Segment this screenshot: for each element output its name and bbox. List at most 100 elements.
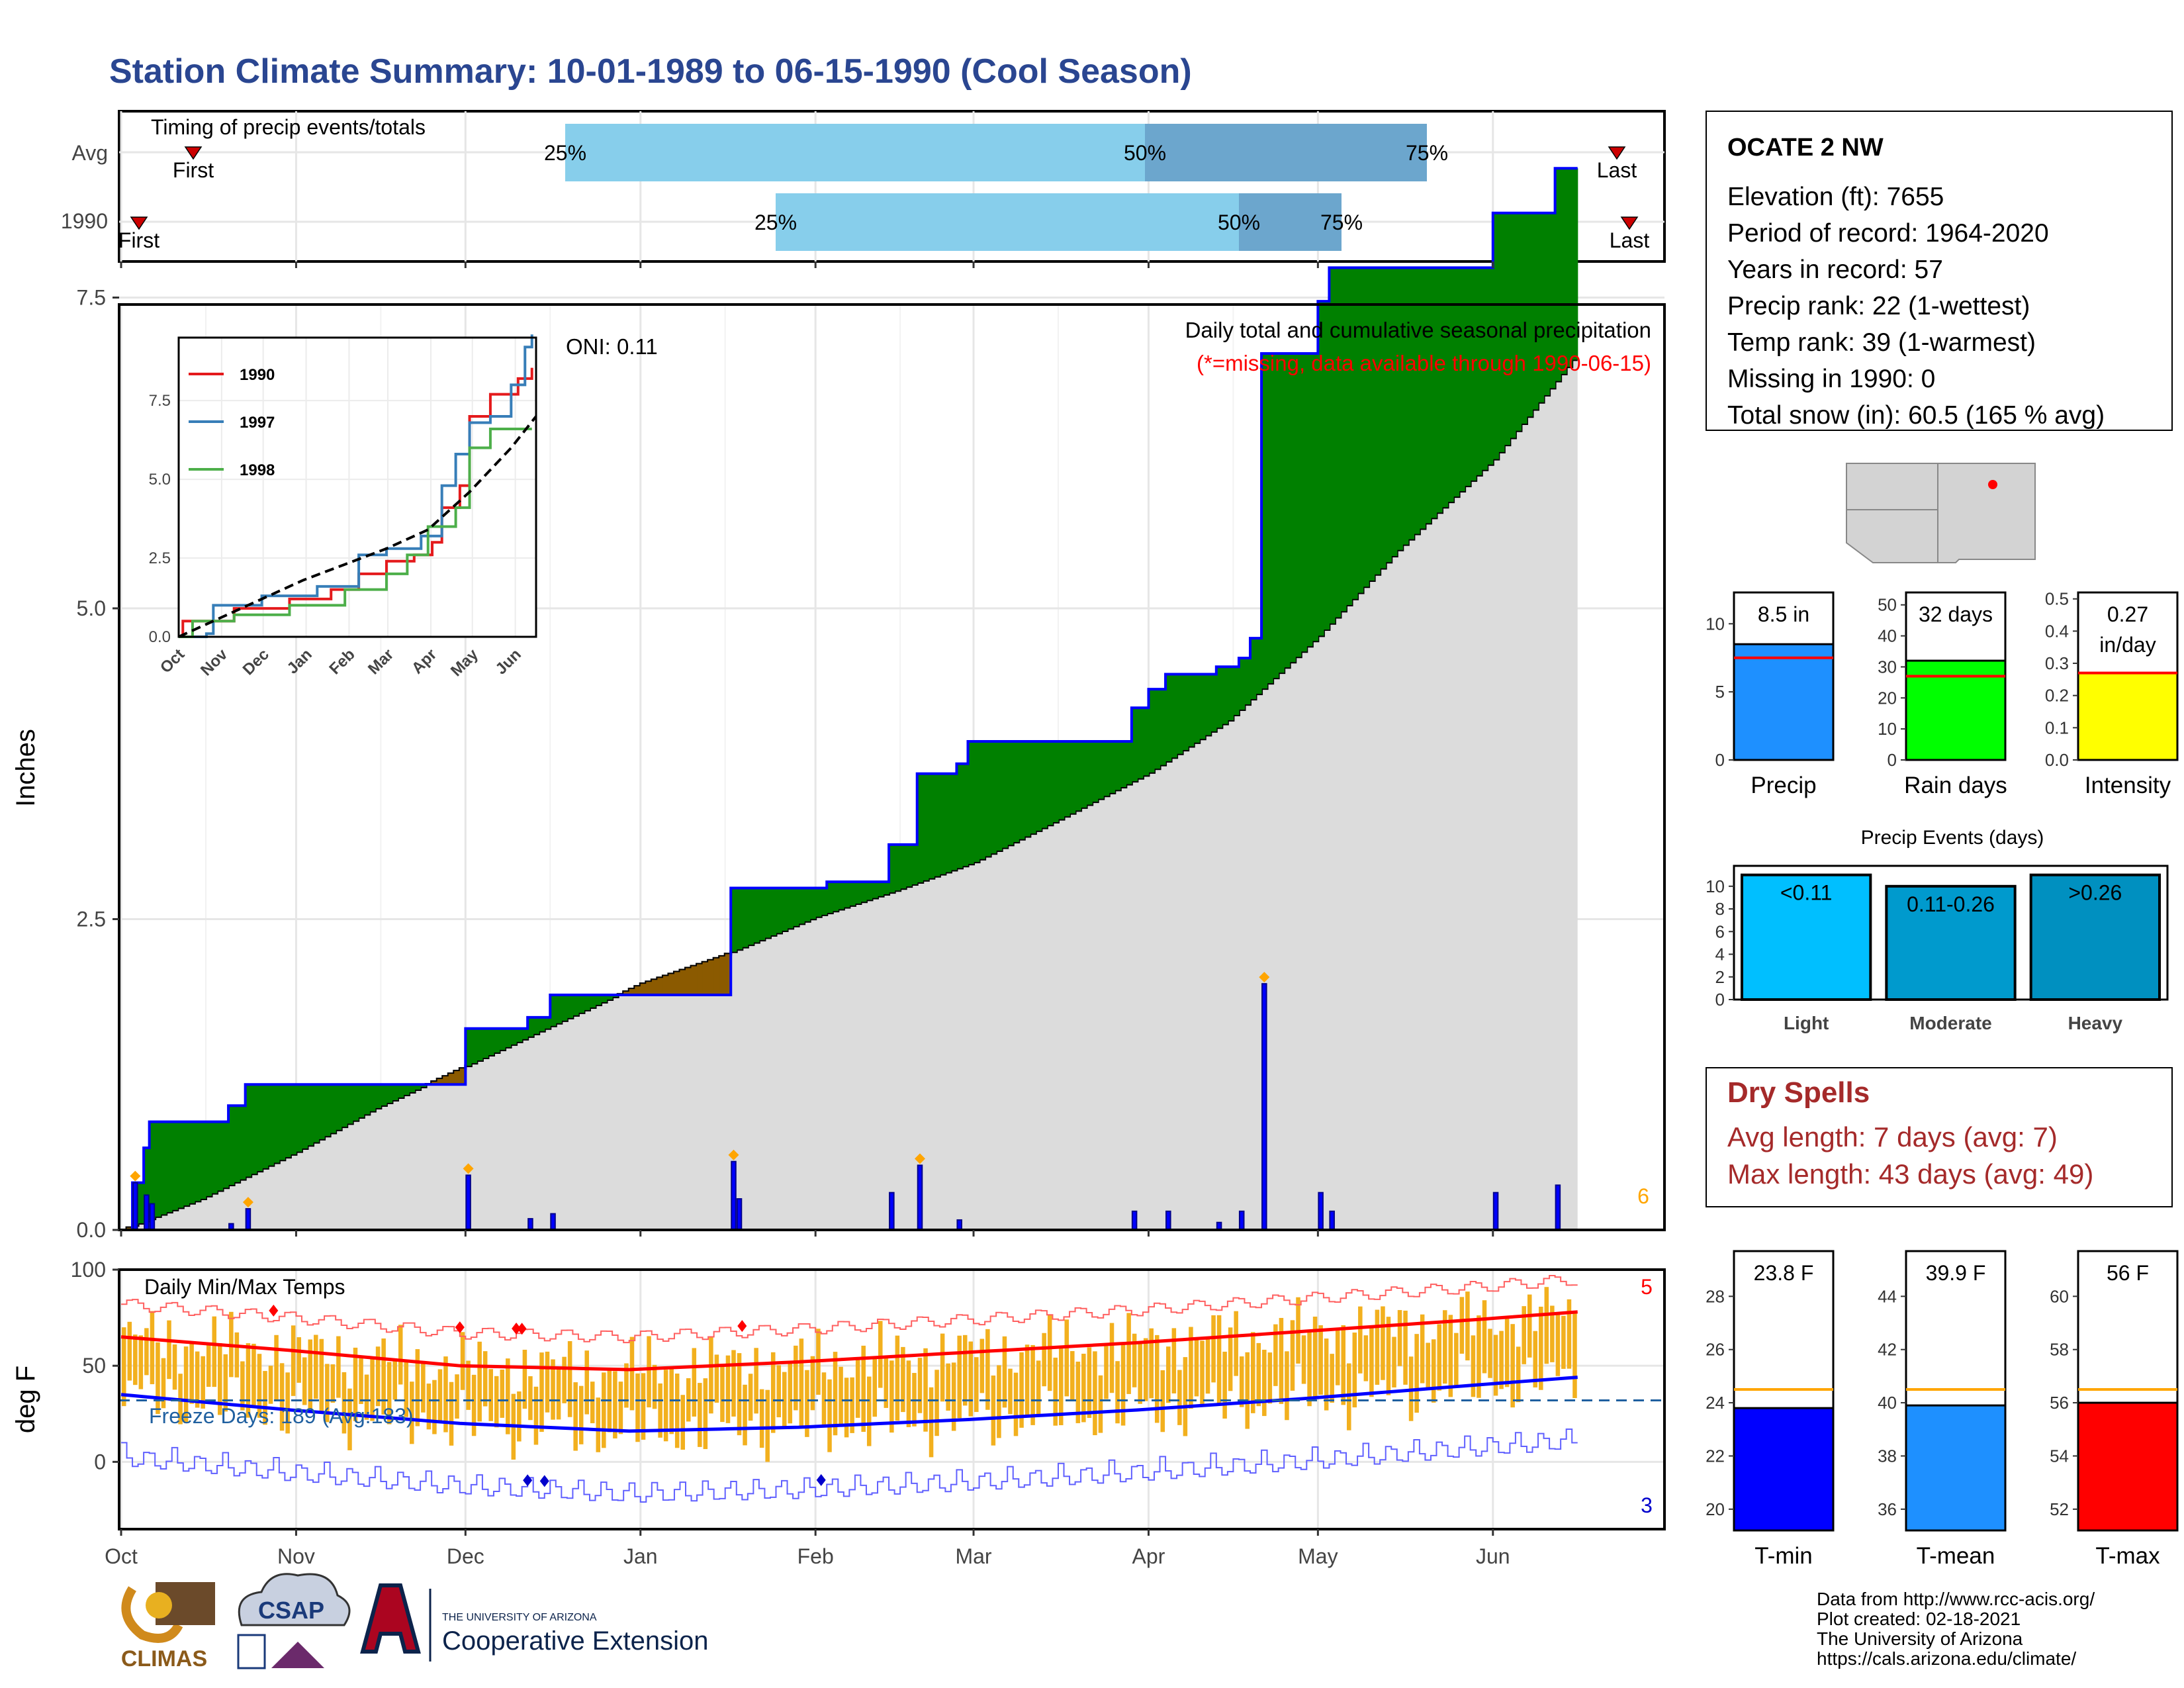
daily-temp-bar bbox=[962, 1335, 968, 1406]
daily-temp-bar bbox=[1070, 1351, 1075, 1400]
below-average-fill bbox=[651, 980, 658, 996]
above-average-fill bbox=[1193, 674, 1200, 743]
above-average-fill bbox=[731, 888, 737, 952]
y-tick-label: 0.1 bbox=[2045, 718, 2069, 737]
above-average-fill bbox=[1481, 267, 1488, 470]
below-average-fill bbox=[629, 989, 635, 996]
daily-temp-bar bbox=[206, 1345, 211, 1387]
record-high-count: 5 bbox=[1641, 1275, 1653, 1299]
inset-series-line bbox=[179, 427, 532, 638]
daily-temp-bar bbox=[172, 1344, 177, 1390]
above-average-fill bbox=[471, 1028, 477, 1064]
daily-temp-bar bbox=[246, 1343, 251, 1418]
daily-precip-bar bbox=[917, 1164, 923, 1231]
daily-temp-bar bbox=[482, 1351, 488, 1407]
daily-temp-bar bbox=[1234, 1311, 1238, 1376]
daily-temp-bar bbox=[1550, 1305, 1555, 1362]
daily-temp-bar bbox=[1358, 1306, 1363, 1374]
y-tick-label: 40 bbox=[1878, 626, 1897, 646]
above-average-fill bbox=[183, 1121, 189, 1206]
daily-temp-bar bbox=[1493, 1335, 1498, 1396]
cumulative-precip-line bbox=[121, 167, 1578, 1231]
daily-temp-bar bbox=[279, 1363, 285, 1431]
daily-temp-bar bbox=[1171, 1328, 1177, 1393]
daily-temp-bar bbox=[545, 1351, 550, 1413]
station-line: Precip rank: 22 (1-wettest) bbox=[1727, 292, 2030, 320]
daily-temp-bar bbox=[494, 1376, 499, 1428]
daily-precip-bar bbox=[527, 1218, 533, 1231]
above-average-fill bbox=[465, 1028, 472, 1066]
station-line: Missing in 1990: 0 bbox=[1727, 365, 1935, 393]
daily-precip-bar bbox=[245, 1208, 251, 1231]
daily-temp-bar bbox=[455, 1374, 459, 1419]
below-average-fill bbox=[657, 978, 664, 996]
daily-temp-bar bbox=[415, 1349, 420, 1427]
daily-temp-bar bbox=[1516, 1346, 1521, 1403]
avg-25-50-bar bbox=[565, 124, 1145, 181]
above-average-fill bbox=[1555, 168, 1561, 381]
above-average-fill bbox=[527, 1017, 534, 1037]
timing-title: Timing of precip events/totals bbox=[151, 115, 426, 139]
record-low-marker bbox=[539, 1475, 549, 1487]
event-bar-label: >0.26 bbox=[2068, 881, 2122, 905]
daily-precip-bar bbox=[550, 1213, 556, 1231]
daily-precip-bar bbox=[1131, 1210, 1138, 1231]
y-tick-label: 40 bbox=[1878, 1393, 1897, 1413]
y-axis-title-inches: Inches bbox=[11, 729, 40, 807]
above-average-fill bbox=[832, 882, 839, 912]
above-average-fill bbox=[1566, 168, 1572, 367]
daily-temp-bar bbox=[1572, 1313, 1577, 1399]
above-average-fill bbox=[1148, 689, 1155, 773]
above-average-fill bbox=[1470, 267, 1477, 481]
above-average-fill bbox=[1182, 674, 1189, 751]
station-name: OCATE 2 NW bbox=[1727, 134, 1884, 162]
month-label: Oct bbox=[105, 1544, 138, 1568]
daily-precip-bar bbox=[465, 1174, 471, 1231]
above-average-fill bbox=[1019, 741, 1025, 839]
daily-precip-bar bbox=[1165, 1210, 1171, 1231]
above-average-fill bbox=[510, 1028, 517, 1045]
above-average-fill bbox=[968, 741, 974, 865]
y-tick-label: 10 bbox=[1706, 876, 1725, 896]
above-average-fill bbox=[1081, 741, 1087, 808]
above-average-fill bbox=[301, 1084, 308, 1149]
inset-frame bbox=[177, 336, 537, 638]
above-average-fill bbox=[1097, 741, 1104, 799]
above-average-fill bbox=[1487, 267, 1494, 465]
daily-temp-bar bbox=[794, 1345, 798, 1411]
freeze-days-label: Freeze Days: 189 (Avg:183) bbox=[149, 1404, 414, 1428]
daily-temp-bar bbox=[1459, 1297, 1465, 1354]
above-average-fill bbox=[1300, 353, 1307, 652]
y-tick-label: 42 bbox=[1878, 1340, 1897, 1360]
above-average-fill bbox=[1374, 267, 1381, 575]
csap-logo-text: CSAP bbox=[258, 1597, 324, 1624]
daily-precip-bar bbox=[736, 1198, 743, 1231]
above-average-fill bbox=[296, 1084, 302, 1152]
above-average-fill bbox=[1075, 741, 1081, 811]
daily-temp-bar bbox=[934, 1370, 939, 1436]
above-average-fill bbox=[1086, 741, 1093, 805]
above-average-fill bbox=[200, 1121, 206, 1199]
below-average-fill bbox=[623, 992, 630, 996]
daily-temp-bar bbox=[674, 1374, 680, 1448]
snow-days-count: 6 bbox=[1637, 1184, 1649, 1208]
above-average-fill bbox=[194, 1121, 201, 1201]
daily-temp-bar bbox=[1312, 1316, 1318, 1397]
avg-p25-label: 25% bbox=[544, 141, 586, 165]
above-average-fill bbox=[1459, 267, 1465, 492]
daily-temp-bar bbox=[889, 1360, 894, 1433]
below-average-fill bbox=[725, 954, 731, 996]
daily-temp-bar bbox=[1194, 1338, 1199, 1397]
tmax-xlabel: T-max bbox=[2095, 1543, 2160, 1569]
tmean-value-label: 39.9 F bbox=[1926, 1261, 1986, 1285]
daily-temp-bar bbox=[1347, 1363, 1351, 1430]
y-tick-label: 2 bbox=[1715, 967, 1725, 987]
daily-temp-bar bbox=[1183, 1357, 1188, 1436]
above-average-fill bbox=[860, 882, 867, 902]
daily-temp-bar bbox=[1301, 1335, 1306, 1384]
daily-temp-bar bbox=[528, 1376, 533, 1421]
snow-marker bbox=[1259, 972, 1270, 983]
1990-p75-label: 75% bbox=[1320, 211, 1363, 234]
1990-first-marker bbox=[130, 216, 148, 230]
daily-temp-bar bbox=[127, 1321, 132, 1381]
